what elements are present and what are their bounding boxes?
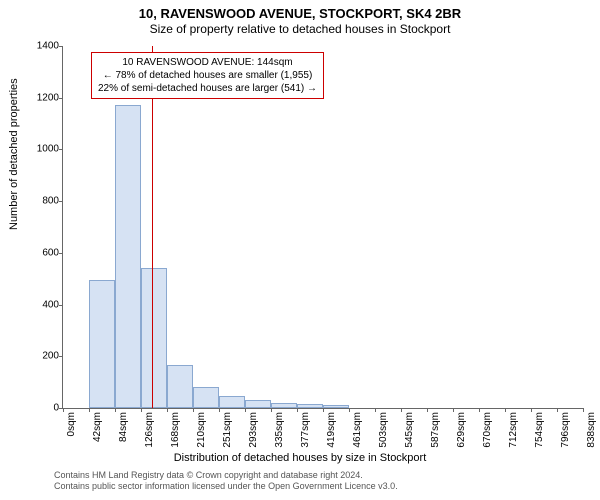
- x-tick-label: 419sqm: [326, 412, 337, 448]
- x-tick-mark: [531, 408, 532, 412]
- x-tick-mark: [479, 408, 480, 412]
- x-axis-label: Distribution of detached houses by size …: [0, 452, 600, 464]
- x-tick-mark: [427, 408, 428, 412]
- x-tick-mark: [375, 408, 376, 412]
- x-tick-mark: [219, 408, 220, 412]
- histogram-bar: [141, 268, 167, 408]
- histogram-bar: [271, 403, 297, 408]
- x-tick-label: 796sqm: [560, 412, 571, 448]
- x-tick-label: 84sqm: [118, 412, 129, 442]
- y-tick-mark: [59, 356, 63, 357]
- y-tick-label: 600: [19, 247, 63, 258]
- y-tick-mark: [59, 46, 63, 47]
- y-tick-mark: [59, 149, 63, 150]
- property-marker-line: [152, 46, 153, 408]
- footer-line2: Contains public sector information licen…: [54, 481, 398, 492]
- x-tick-label: 754sqm: [534, 412, 545, 448]
- x-tick-label: 461sqm: [352, 412, 363, 448]
- x-tick-mark: [505, 408, 506, 412]
- histogram-bar: [115, 105, 141, 408]
- x-tick-label: 168sqm: [170, 412, 181, 448]
- footer-line1: Contains HM Land Registry data © Crown c…: [54, 470, 398, 481]
- x-tick-label: 670sqm: [482, 412, 493, 448]
- y-tick-label: 0: [19, 403, 63, 414]
- x-tick-mark: [167, 408, 168, 412]
- annotation-line1: 10 RAVENSWOOD AVENUE: 144sqm: [98, 56, 317, 69]
- x-tick-label: 251sqm: [222, 412, 233, 448]
- x-tick-mark: [323, 408, 324, 412]
- plot-area: 02004006008001000120014000sqm42sqm84sqm1…: [62, 46, 583, 409]
- y-tick-label: 1200: [19, 92, 63, 103]
- x-tick-mark: [115, 408, 116, 412]
- y-tick-label: 800: [19, 196, 63, 207]
- x-tick-mark: [401, 408, 402, 412]
- x-tick-mark: [245, 408, 246, 412]
- footer-attribution: Contains HM Land Registry data © Crown c…: [54, 470, 398, 492]
- title-address: 10, RAVENSWOOD AVENUE, STOCKPORT, SK4 2B…: [0, 0, 600, 21]
- x-tick-mark: [193, 408, 194, 412]
- histogram-bar: [219, 396, 245, 408]
- x-tick-label: 126sqm: [144, 412, 155, 448]
- y-tick-mark: [59, 305, 63, 306]
- annotation-box: 10 RAVENSWOOD AVENUE: 144sqm← 78% of det…: [91, 52, 324, 99]
- x-tick-mark: [297, 408, 298, 412]
- x-tick-label: 838sqm: [586, 412, 597, 448]
- y-tick-label: 200: [19, 351, 63, 362]
- x-tick-label: 293sqm: [248, 412, 259, 448]
- x-tick-mark: [453, 408, 454, 412]
- x-tick-label: 210sqm: [196, 412, 207, 448]
- y-tick-mark: [59, 253, 63, 254]
- x-tick-mark: [557, 408, 558, 412]
- histogram-bar: [245, 400, 271, 408]
- x-tick-mark: [349, 408, 350, 412]
- x-tick-label: 587sqm: [430, 412, 441, 448]
- x-tick-mark: [271, 408, 272, 412]
- x-tick-label: 335sqm: [274, 412, 285, 448]
- x-tick-label: 712sqm: [508, 412, 519, 448]
- x-tick-label: 42sqm: [92, 412, 103, 442]
- y-tick-mark: [59, 98, 63, 99]
- x-tick-label: 377sqm: [300, 412, 311, 448]
- y-tick-label: 1400: [19, 41, 63, 52]
- histogram-bar: [297, 404, 323, 408]
- y-tick-label: 1000: [19, 144, 63, 155]
- x-tick-mark: [89, 408, 90, 412]
- x-tick-mark: [141, 408, 142, 412]
- histogram-bar: [193, 387, 219, 408]
- title-subtitle: Size of property relative to detached ho…: [0, 21, 600, 36]
- x-tick-mark: [63, 408, 64, 412]
- x-tick-label: 503sqm: [378, 412, 389, 448]
- x-tick-label: 545sqm: [404, 412, 415, 448]
- chart-container: 10, RAVENSWOOD AVENUE, STOCKPORT, SK4 2B…: [0, 0, 600, 500]
- histogram-bar: [167, 365, 193, 408]
- x-tick-mark: [583, 408, 584, 412]
- y-tick-label: 400: [19, 299, 63, 310]
- histogram-bar: [323, 405, 349, 408]
- annotation-line2: ← 78% of detached houses are smaller (1,…: [98, 69, 317, 82]
- annotation-line3: 22% of semi-detached houses are larger (…: [98, 82, 317, 95]
- x-tick-label: 629sqm: [456, 412, 467, 448]
- histogram-bar: [89, 280, 115, 408]
- x-tick-label: 0sqm: [66, 412, 77, 436]
- y-tick-mark: [59, 201, 63, 202]
